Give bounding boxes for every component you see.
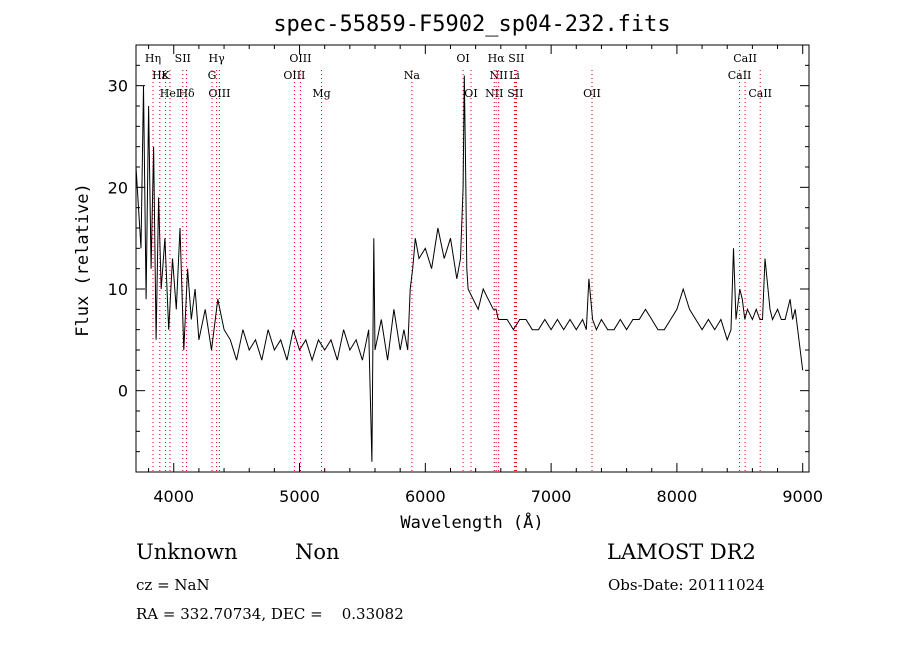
line-marker-label: OI <box>456 52 469 65</box>
line-marker-label: OIII <box>208 87 230 100</box>
line-marker-label: CaII <box>748 87 772 100</box>
line-marker-label: SII <box>175 52 191 65</box>
x-tick-label: 6000 <box>405 487 446 506</box>
y-tick-label: 10 <box>108 280 128 299</box>
line-marker-label: OI <box>464 87 477 100</box>
x-tick-label: 8000 <box>657 487 698 506</box>
line-marker-label: Mg <box>312 87 330 100</box>
y-tick-label: 0 <box>118 382 128 401</box>
line-marker-label: OII <box>583 87 601 100</box>
line-marker-label: SII <box>508 52 524 65</box>
y-tick-label: 30 <box>108 77 128 96</box>
line-marker-label: Na <box>404 69 421 82</box>
line-marker-label: SII <box>507 87 523 100</box>
line-marker-label: OIII <box>289 52 311 65</box>
line-marker-label: CaII <box>733 52 757 65</box>
line-marker-label: NII <box>485 87 503 100</box>
line-marker-label: Hγ <box>209 52 226 65</box>
line-marker-label: Hη <box>145 52 161 65</box>
spectral-subclass: Non <box>295 540 340 564</box>
y-axis: 0 10 20 30 <box>108 64 809 453</box>
x-tick-label: 7000 <box>531 487 572 506</box>
line-marker-label: HeI <box>160 87 180 100</box>
x-tick-label: 5000 <box>279 487 320 506</box>
line-marker-label: Hε <box>152 69 168 82</box>
redshift-text: cz = NaN <box>136 576 210 594</box>
survey-name: LAMOST DR2 <box>607 540 756 564</box>
spectrum-line <box>135 75 804 462</box>
chart-title: spec-55859-F5902_sp04-232.fits <box>273 12 670 37</box>
line-marker-label: CaII <box>728 69 752 82</box>
line-marker-label: G <box>208 69 217 82</box>
coordinates-text: RA = 332.70734, DEC = 0.33082 <box>136 605 404 623</box>
spectral-class: Unknown <box>136 540 238 564</box>
line-marker-label: Hα <box>488 52 506 65</box>
line-marker-label: OIII <box>283 69 305 82</box>
obs-date-text: Obs-Date: 20111024 <box>608 576 765 594</box>
x-axis: 4000 5000 6000 7000 8000 9000 <box>148 45 823 506</box>
x-axis-label: Wavelength (Å) <box>400 511 543 533</box>
line-marker-label: Hδ <box>178 87 195 100</box>
y-axis-label: Flux (relative) <box>73 183 93 337</box>
plot-frame <box>135 44 810 473</box>
y-tick-label: 20 <box>108 178 128 197</box>
line-marker-label: Li <box>509 69 520 82</box>
x-tick-label: 4000 <box>153 487 194 506</box>
x-tick-label: 9000 <box>782 487 823 506</box>
line-marker-label: K <box>161 69 170 82</box>
line-marker-label: NII <box>490 69 508 82</box>
